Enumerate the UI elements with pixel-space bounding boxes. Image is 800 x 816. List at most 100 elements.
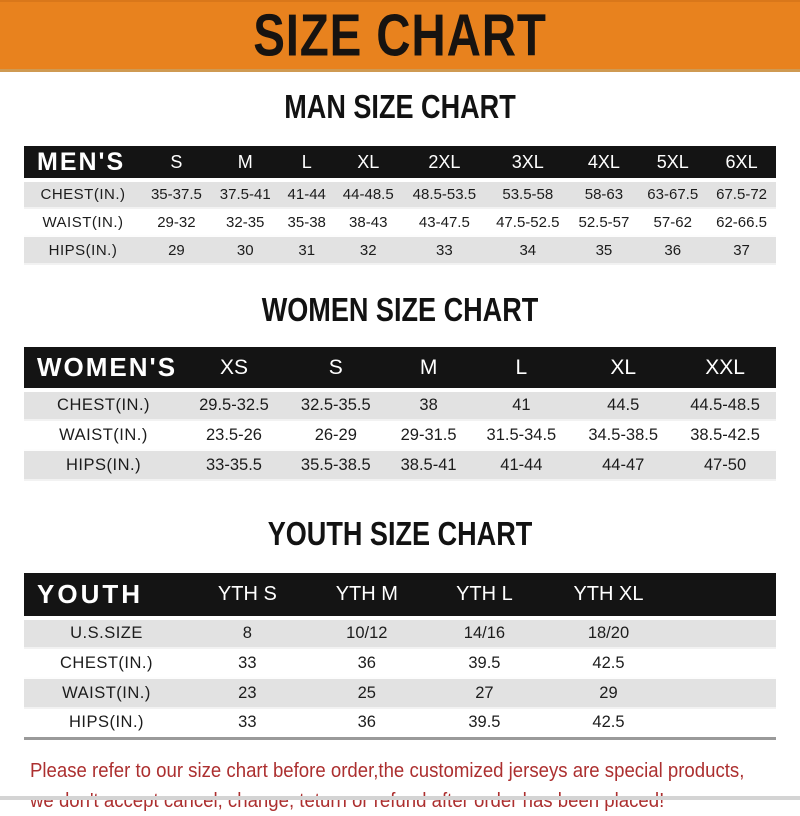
banner-title: SIZE CHART <box>253 2 547 69</box>
size-value-cell: 23 <box>238 683 257 702</box>
row-label: HIPS(IN.) <box>48 241 118 259</box>
table-row: HIPS(IN.) 33-35.5 35.5-38.5 38.5-41 41-44 44-… <box>24 450 776 480</box>
table-row: CHEST(IN.) 29.5-32.5 32.5-35.5 38 41 44.5 44.5… <box>24 390 776 420</box>
size-column-header: XXL <box>705 355 745 379</box>
row-label: CHEST(IN.) <box>60 653 153 672</box>
spacer-cell <box>676 618 776 648</box>
size-value-cell: 31 <box>298 241 316 259</box>
size-value-cell: 14/16 <box>463 624 506 642</box>
size-value-cell: 57-62 <box>653 213 692 231</box>
size-column-header: XL <box>610 355 637 379</box>
size-value-cell: 34.5-38.5 <box>588 425 659 444</box>
size-value-cell: 38 <box>419 396 438 414</box>
table-row: HIPS(IN.) 29 30 31 32 33 34 35 36 37 <box>24 236 776 264</box>
size-column-header: S <box>170 151 183 172</box>
row-label: WAIST(IN.) <box>59 425 148 444</box>
size-column-header: YTH S <box>217 583 277 605</box>
size-value-cell: 35-38 <box>287 213 326 231</box>
disclaimer-line-2: we don't accept cancel, change, teturn o… <box>30 789 665 812</box>
size-value-cell: 35 <box>595 241 613 259</box>
table-header-row: WOMEN'S XS S M L XL XXL <box>24 347 776 390</box>
size-value-cell: 42.5 <box>592 653 625 672</box>
size-value-cell: 47.5-52.5 <box>496 213 560 231</box>
size-value-cell: 32.5-35.5 <box>300 396 371 414</box>
size-column-header: XS <box>219 355 248 379</box>
size-value-cell: 38-43 <box>349 213 388 231</box>
size-value-cell: 31.5-34.5 <box>486 425 557 444</box>
size-value-cell: 33 <box>436 241 453 259</box>
size-value-cell: 39.5 <box>468 653 501 672</box>
size-value-cell: 48.5-53.5 <box>412 186 477 203</box>
row-label: CHEST(IN.) <box>40 186 126 203</box>
size-value-cell: 38.5-41 <box>400 455 457 474</box>
size-value-cell: 10/12 <box>346 624 388 642</box>
size-column-header: 3XL <box>511 151 544 172</box>
size-column-header: YTH M <box>335 583 398 605</box>
size-value-cell: 29-32 <box>157 213 196 231</box>
size-value-cell: 44-48.5 <box>342 186 394 203</box>
size-column-header: XL <box>357 151 380 172</box>
size-value-cell: 37.5-41 <box>219 186 271 203</box>
size-value-cell: 29.5-32.5 <box>199 396 269 414</box>
size-value-cell: 44.5-48.5 <box>690 396 760 414</box>
size-value-cell: 35.5-38.5 <box>300 455 371 474</box>
disclaimer-line-1: Please refer to our size chart before or… <box>30 759 745 782</box>
size-value-cell: 25 <box>357 683 376 702</box>
size-value-cell: 62-66.5 <box>716 213 767 231</box>
size-value-cell: 58-63 <box>584 186 624 203</box>
size-column-header: L <box>515 355 528 379</box>
section-women-size-chart: WOMEN SIZE CHART WOMEN'S XS S M L XL XXL CHEST(I… <box>0 291 800 481</box>
bottom-edge-divider <box>0 796 800 800</box>
table-row: HIPS(IN.) 33 36 39.5 42.5 <box>24 708 776 738</box>
size-value-cell: 26-29 <box>314 425 357 444</box>
banner: SIZE CHART <box>0 0 800 72</box>
size-value-cell: 67.5-72 <box>716 186 767 203</box>
size-column-header: L <box>301 151 312 172</box>
section-heading: YOUTH SIZE CHART <box>267 515 533 552</box>
row-label: WAIST(IN.) <box>62 683 151 702</box>
size-value-cell: 52.5-57 <box>578 213 630 231</box>
row-label: HIPS(IN.) <box>68 713 145 732</box>
size-column-header: 2XL <box>428 151 461 172</box>
size-value-cell: 41-44 <box>287 186 326 203</box>
row-label: WAIST(IN.) <box>42 213 124 231</box>
spacer-cell <box>676 678 776 708</box>
size-value-cell: 43-47.5 <box>418 213 470 231</box>
table-row: WAIST(IN.) 23.5-26 26-29 29-31.5 31.5-34.5 34… <box>24 420 776 450</box>
spacer-cell <box>676 573 776 618</box>
size-column-header: YTH L <box>456 583 513 605</box>
size-value-cell: 36 <box>357 713 376 732</box>
size-column-header: YTH XL <box>573 583 644 605</box>
size-column-header: S <box>328 355 343 379</box>
size-value-cell: 53.5-58 <box>502 186 554 203</box>
table-row: WAIST(IN.) 29-32 32-35 35-38 38-43 43-47.5 47.… <box>24 208 776 236</box>
table-row: WAIST(IN.) 23 25 27 29 <box>24 678 776 708</box>
size-value-cell: 44.5 <box>607 396 640 414</box>
table-row: U.S.SIZE 8 10/12 14/16 18/20 <box>24 618 776 648</box>
size-value-cell: 36 <box>664 241 682 259</box>
size-value-cell: 29 <box>168 241 185 259</box>
size-value-cell: 41 <box>512 396 531 414</box>
size-value-cell: 18/20 <box>587 624 630 642</box>
size-column-header: 6XL <box>725 151 758 172</box>
sections-container: MAN SIZE CHART MEN'S S M L XL 2XL 3XL 4XL 5XL 6XL C… <box>0 72 800 740</box>
size-value-cell: 34 <box>519 241 537 259</box>
youth-size-chart-table: YOUTH YTH S YTH M YTH L YTH XL U.S.SIZE 8 10/12… <box>24 573 776 740</box>
size-value-cell: 33-35.5 <box>206 455 262 474</box>
size-value-cell: 30 <box>236 241 254 259</box>
table-row: CHEST(IN.) 35-37.5 37.5-41 41-44 44-48.5 48.5… <box>24 180 776 208</box>
size-column-header: 4XL <box>587 151 620 172</box>
size-value-cell: 37 <box>733 241 750 259</box>
section-man-size-chart: MAN SIZE CHART MEN'S S M L XL 2XL 3XL 4XL 5XL 6XL C… <box>0 88 800 265</box>
size-value-cell: 8 <box>242 624 252 642</box>
table-group-label: WOMEN'S <box>37 352 178 382</box>
size-value-cell: 32 <box>359 241 377 259</box>
size-value-cell: 36 <box>357 653 376 672</box>
section-heading: WOMEN SIZE CHART <box>261 291 539 328</box>
size-value-cell: 47-50 <box>703 455 747 474</box>
size-value-cell: 38.5-42.5 <box>690 425 760 444</box>
size-value-cell: 63-67.5 <box>647 186 699 203</box>
size-value-cell: 35-37.5 <box>150 186 202 203</box>
row-label: HIPS(IN.) <box>65 455 142 474</box>
size-value-cell: 29 <box>599 683 618 702</box>
